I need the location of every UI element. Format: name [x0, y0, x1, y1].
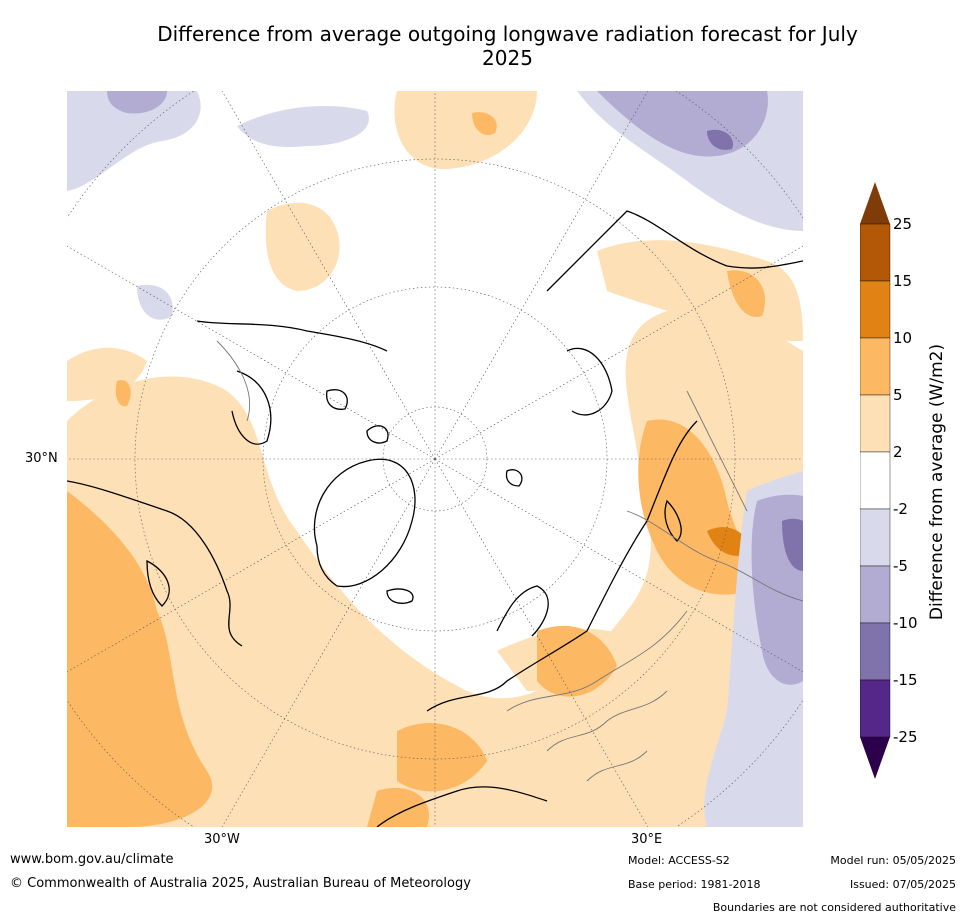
map-title: Difference from average outgoing longwav… [157, 22, 858, 70]
colorbar-tick-label: 2 [893, 443, 903, 461]
colorbar-tick-label: 5 [893, 386, 903, 404]
colorbar-blocks [859, 182, 891, 779]
footer-base-period: Base period: 1981-2018 [628, 878, 761, 891]
footer-model-run: Model run: 05/05/2025 [830, 854, 956, 867]
colorbar-tick-label: -2 [893, 500, 908, 518]
colorbar-label: Difference from average (W/m2) [927, 343, 947, 621]
colorbar-tick-label: -10 [893, 614, 918, 632]
colorbar-block [859, 565, 891, 624]
country-borders [216, 340, 803, 782]
footer-disclaimer: Boundaries are not considered authoritat… [712, 901, 956, 914]
colorbar-ticks: 25 15 10 5 2 -2 -5 -10 -15 -25 [893, 215, 918, 746]
polar-map [67, 91, 803, 827]
footer-copyright: © Commonwealth of Australia 2025, Austra… [10, 876, 471, 891]
colorbar-block [859, 223, 891, 282]
colorbar-block [859, 280, 891, 339]
colorbar-tick-label: 15 [893, 272, 912, 290]
footer-model: Model: ACCESS-S2 [628, 854, 730, 867]
anomaly-fields [67, 91, 803, 827]
colorbar-block [859, 679, 891, 738]
graticule [67, 91, 803, 827]
colorbar-extend-bottom [860, 737, 890, 779]
colorbar-tick-label: 10 [893, 329, 912, 347]
footer-website[interactable]: www.bom.gov.au/climate [10, 852, 174, 867]
colorbar-block [859, 508, 891, 567]
colorbar: 25 15 10 5 2 -2 -5 -10 -15 -25 [859, 182, 965, 782]
lat-label-30n: 30°N [25, 451, 58, 466]
colorbar-block [859, 394, 891, 453]
colorbar-tick-label: -5 [893, 557, 908, 575]
colorbar-extend-top [860, 182, 890, 224]
colorbar-block [859, 337, 891, 396]
lon-label-30w: 30°W [204, 832, 240, 847]
footer-issued: Issued: 07/05/2025 [849, 878, 956, 891]
lon-label-30e: 30°E [631, 832, 663, 847]
colorbar-tick-label: 25 [893, 215, 912, 233]
colorbar-block [859, 622, 891, 681]
coastlines [67, 210, 803, 827]
colorbar-tick-label: -15 [893, 671, 918, 689]
colorbar-block [859, 451, 891, 510]
colorbar-tick-label: -25 [893, 728, 918, 746]
